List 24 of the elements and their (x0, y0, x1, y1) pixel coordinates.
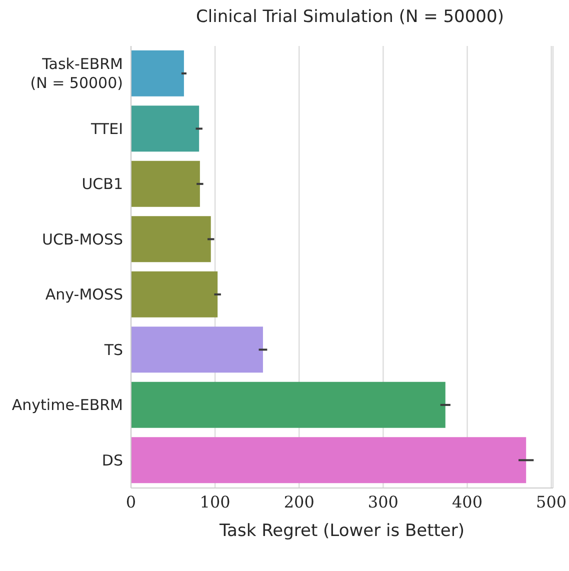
bar (131, 160, 200, 207)
y-tick-label: TTEI (90, 120, 123, 138)
x-tick-label: 400 (452, 492, 483, 512)
y-tick-label: Any-MOSS (45, 286, 123, 304)
bar (131, 50, 184, 96)
bar (131, 326, 263, 373)
bar (131, 216, 211, 262)
x-tick-label: 200 (284, 492, 314, 512)
bar (131, 106, 200, 152)
y-tick-label: UCB1 (82, 175, 123, 194)
y-tick-label: UCB-MOSS (42, 230, 123, 248)
x-tick-label: 100 (200, 492, 230, 512)
y-tick-label: DS (102, 451, 123, 470)
bar (131, 271, 218, 318)
x-tick-label: 0 (126, 492, 136, 512)
x-axis-title: Task Regret (Lower is Better) (218, 521, 465, 541)
x-tick-label: 500 (536, 492, 567, 512)
bar (131, 382, 446, 428)
y-tick-label: Anytime-EBRM (12, 396, 123, 414)
bar (131, 437, 526, 484)
chart-title: Clinical Trial Simulation (N = 50000) (195, 6, 505, 29)
y-tick-label: Task-EBRM (N = 50000) (30, 55, 123, 92)
y-tick-label: TS (103, 340, 123, 359)
x-tick-label: 300 (368, 492, 398, 512)
